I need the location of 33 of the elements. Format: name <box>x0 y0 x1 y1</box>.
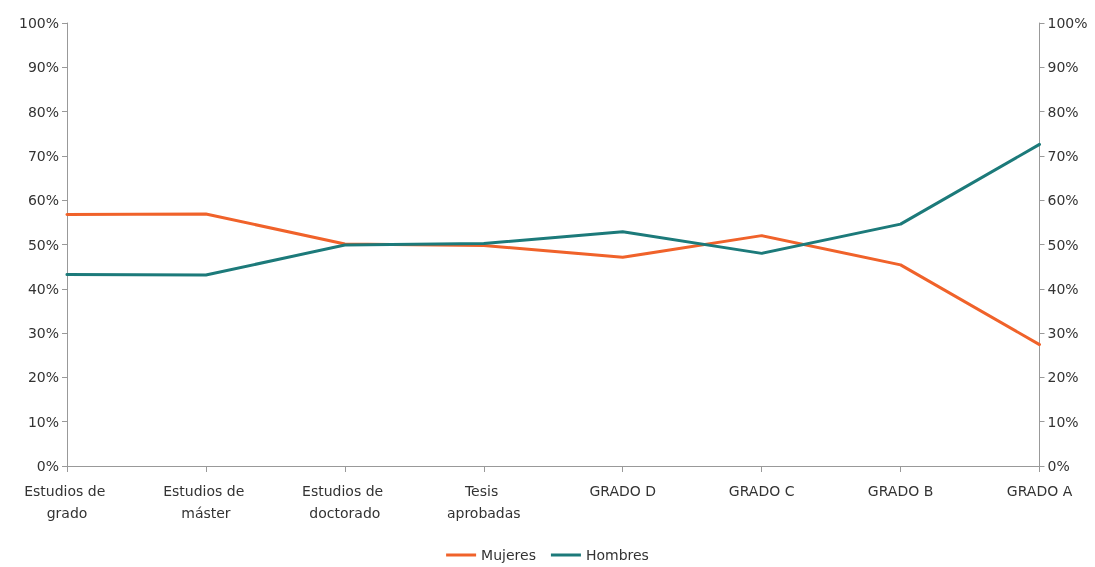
y-tick-label: 100% <box>18 15 59 31</box>
y2-tick-label: 10% <box>1047 413 1079 430</box>
x-tick-label: Estudios de máster <box>163 483 249 521</box>
x-tick-label: Estudios de grado <box>24 483 110 521</box>
x-tick-label: Estudios de doctorado <box>302 483 388 521</box>
y2-tick-label: 40% <box>1047 280 1079 297</box>
y-tick-label: 90% <box>27 59 59 76</box>
y-tick-label: 10% <box>27 413 59 430</box>
y2-tick-label: 50% <box>1047 236 1079 253</box>
x-tick-label: GRADO A <box>1006 483 1073 499</box>
line-series <box>65 142 1041 277</box>
y-tick-label: 50% <box>27 236 59 253</box>
x-tick-label: GRADO C <box>728 483 795 499</box>
y2-tick-label: 70% <box>1047 147 1079 164</box>
y2-tick-label: 30% <box>1047 325 1079 342</box>
y-tick-label: 30% <box>27 325 59 342</box>
y-tick-label: 80% <box>27 103 59 120</box>
y2-tick-label: 80% <box>1047 103 1079 120</box>
y-tick-label: 40% <box>27 280 59 297</box>
x-tick-label: Tesis aprobadas <box>446 483 521 521</box>
y-tick-label: 70% <box>27 147 59 164</box>
legend-label: Hombres <box>585 547 649 563</box>
legend-label: Mujeres <box>481 547 536 563</box>
y-tick-label: 60% <box>27 192 59 209</box>
y2-tick-label: 90% <box>1047 59 1079 76</box>
x-tick-label: GRADO B <box>867 483 934 499</box>
y-tick-label: 0% <box>36 458 59 474</box>
y-tick-label: 20% <box>27 369 59 386</box>
y2-tick-label: 20% <box>1047 369 1079 386</box>
y2-tick-label: 0% <box>1047 458 1070 474</box>
y2-tick-label: 100% <box>1047 15 1088 31</box>
x-tick-label: GRADO D <box>589 483 657 499</box>
y2-tick-label: 60% <box>1047 192 1079 209</box>
